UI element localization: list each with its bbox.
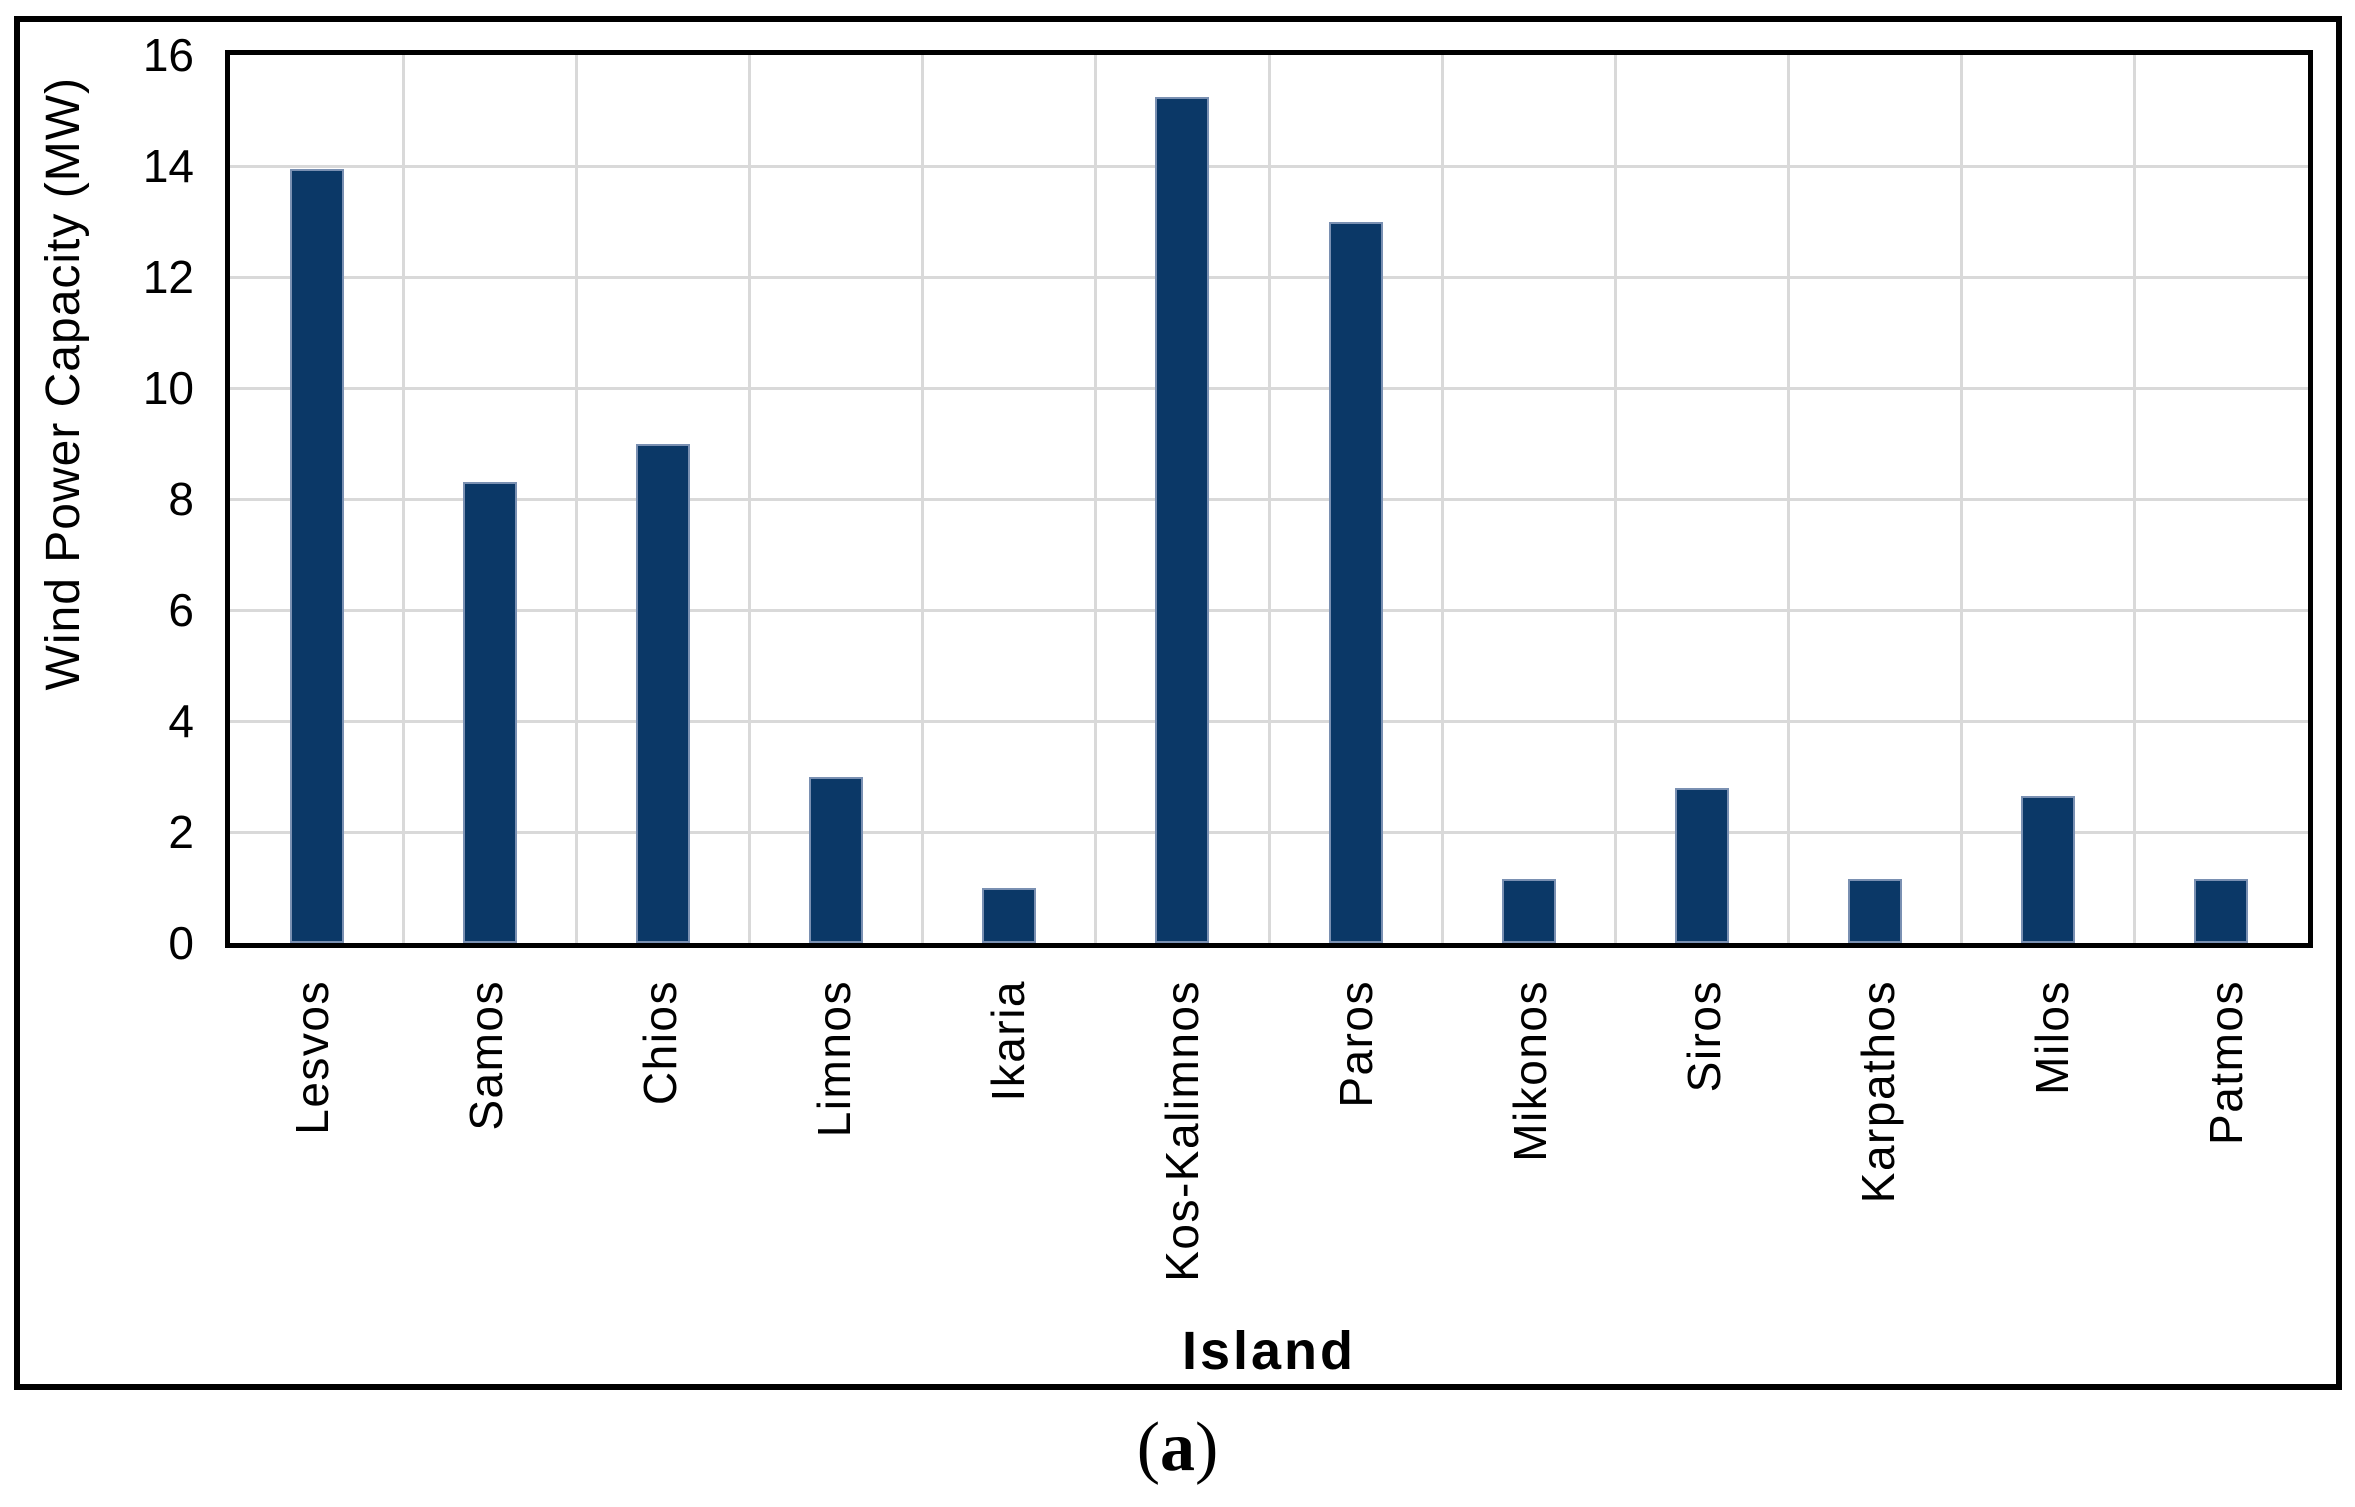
bar-slot <box>1962 55 2135 943</box>
v-gridline <box>1267 55 1271 943</box>
bar-slot <box>1096 55 1269 943</box>
x-tick-label: Kos-Kalimnos <box>1156 980 1208 1282</box>
x-tick-cell: Samos <box>399 980 573 1320</box>
bar-patmos <box>2194 879 2249 943</box>
bars-layer <box>230 55 2308 943</box>
bar-slot <box>1615 55 1788 943</box>
v-gridline <box>574 55 578 943</box>
bar-karpathos <box>1848 879 1903 943</box>
x-tick-cell: Karpathos <box>1791 980 1965 1320</box>
y-tick-label: 8 <box>168 473 194 525</box>
v-gridline <box>1094 55 1098 943</box>
y-tick-label: 0 <box>168 917 194 969</box>
y-tick-label: 4 <box>168 695 194 747</box>
x-tick-label: Chios <box>634 980 686 1106</box>
v-gridline <box>2133 55 2137 943</box>
x-tick-cell: Chios <box>573 980 747 1320</box>
bar-kos-kalimnos <box>1155 96 1210 943</box>
bar-slot <box>750 55 923 943</box>
bar-siros <box>1674 787 1729 943</box>
x-tick-cell: Ikaria <box>921 980 1095 1320</box>
bar-limnos <box>809 776 864 943</box>
bar-slot <box>1789 55 1962 943</box>
bar-ikaria <box>982 887 1037 943</box>
x-tick-label: Siros <box>1678 980 1730 1093</box>
x-tick-cell: Mikonos <box>1443 980 1617 1320</box>
y-tick-label: 2 <box>168 806 194 858</box>
bar-milos <box>2021 795 2076 943</box>
x-tick-label: Karpathos <box>1852 980 1904 1204</box>
x-tick-cell: Kos-Kalimnos <box>1095 980 1269 1320</box>
bar-slot <box>1442 55 1615 943</box>
x-tick-label: Milos <box>2026 980 2078 1095</box>
x-tick-label: Paros <box>1330 980 1382 1108</box>
wind-capacity-chart <box>225 50 2313 948</box>
plot-inner <box>230 55 2308 943</box>
x-tick-label: Mikonos <box>1504 980 1556 1162</box>
y-tick-label: 12 <box>142 251 194 303</box>
y-tick-label: 14 <box>142 140 194 192</box>
v-gridline <box>1440 55 1444 943</box>
bar-chios <box>635 443 690 943</box>
caption-letter: a <box>1160 1409 1195 1486</box>
x-tick-cell: Siros <box>1617 980 1791 1320</box>
figure-box: Wind Power Capacity (MW) 0 2 4 6 8 10 12 14 16 L… <box>14 16 2342 1390</box>
x-axis-ticks: Lesvos Samos Chios Limnos Ikaria Kos-Kalimnos… <box>225 980 2313 1320</box>
bar-lesvos <box>289 168 344 943</box>
bar-slot <box>1269 55 1442 943</box>
y-axis-ticks: 0 2 4 6 8 10 12 14 16 <box>20 32 208 966</box>
bar-mikonos <box>1501 879 1556 943</box>
figure-caption: (a) <box>0 1408 2355 1488</box>
bar-paros <box>1328 221 1383 943</box>
v-gridline <box>1613 55 1617 943</box>
x-tick-cell: Lesvos <box>225 980 399 1320</box>
x-tick-label: Ikaria <box>982 980 1034 1102</box>
x-tick-cell: Limnos <box>747 980 921 1320</box>
y-tick-label: 6 <box>168 584 194 636</box>
x-tick-label: Samos <box>460 980 512 1131</box>
y-tick-label: 16 <box>142 29 194 81</box>
bar-slot <box>576 55 749 943</box>
caption-open-paren: ( <box>1136 1409 1160 1486</box>
v-gridline <box>1960 55 1964 943</box>
x-tick-label: Limnos <box>808 980 860 1138</box>
v-gridline <box>401 55 405 943</box>
x-tick-cell: Milos <box>1965 980 2139 1320</box>
caption-close-paren: ) <box>1195 1409 1219 1486</box>
x-tick-label: Lesvos <box>286 980 338 1135</box>
bar-slot <box>230 55 403 943</box>
bar-slot <box>403 55 576 943</box>
v-gridline <box>1787 55 1790 943</box>
bar-samos <box>462 482 517 943</box>
v-gridline <box>921 55 925 943</box>
v-gridline <box>748 55 751 943</box>
x-tick-label: Patmos <box>2200 980 2252 1145</box>
x-tick-cell: Patmos <box>2139 980 2313 1320</box>
x-axis-title: Island <box>1181 1321 1357 1381</box>
bar-slot <box>2135 55 2308 943</box>
y-tick-label: 10 <box>142 362 194 414</box>
x-tick-cell: Paros <box>1269 980 1443 1320</box>
bar-slot <box>923 55 1096 943</box>
